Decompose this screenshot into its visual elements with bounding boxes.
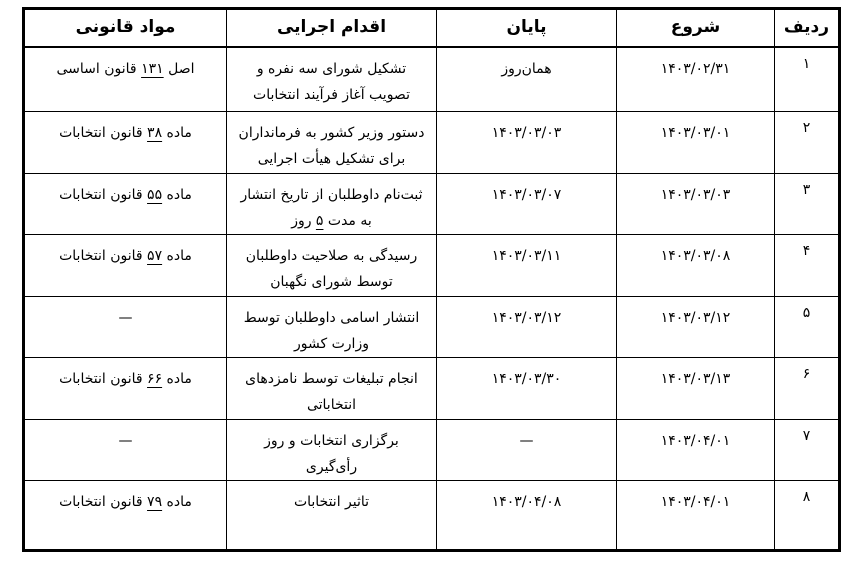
cell-legal-article-line: ماده ۵۵ قانون انتخابات [59, 187, 192, 203]
cell-start-date: ۱۴۰۳/۰۳/۰۱ [616, 111, 775, 174]
cell-row-number: ۱ [774, 46, 840, 112]
cell-start-date: ۱۴۰۳/۰۲/۳۱ [616, 46, 775, 112]
cell-executive-action-line: توسط شورای نگهبان [270, 274, 393, 290]
cell-row-number: ۵ [774, 296, 840, 358]
cell-legal-article: ماده ۶۶ قانون انتخابات [23, 357, 227, 420]
header-legal-articles: مواد قانونی [23, 8, 227, 48]
table-row: ۵ ۱۴۰۳/۰۳/۱۲ ۱۴۰۳/۰۳/۱۲ انتشار اسامی داوطلب… [23, 296, 840, 358]
cell-legal-article-line: ماده ۵۷ قانون انتخابات [59, 248, 192, 264]
cell-start-date: ۱۴۰۳/۰۳/۱۲ [616, 296, 775, 358]
cell-executive-action-line: برگزاری انتخابات و روز [264, 433, 399, 449]
cell-legal-article: ماده ۵۵ قانون انتخابات [23, 173, 227, 235]
cell-row-number: ۴ [774, 234, 840, 297]
cell-end-date: — [436, 419, 617, 481]
cell-start-date-line: ۱۴۰۳/۰۳/۰۸ [660, 248, 731, 264]
header-row-number: ردیف [774, 8, 840, 48]
cell-end-date: ۱۴۰۳/۰۳/۱۲ [436, 296, 617, 358]
cell-legal-article: ماده ۷۹ قانون انتخابات [23, 480, 227, 551]
header-end-date: پایان [436, 8, 617, 48]
cell-legal-article-line: ماده ۷۹ قانون انتخابات [59, 494, 192, 510]
cell-legal-article-line: — [118, 310, 133, 326]
cell-legal-article: — [23, 296, 227, 358]
cell-start-date: ۱۴۰۳/۰۳/۱۳ [616, 357, 775, 420]
cell-executive-action: تشکیل شورای سه نفره و تصویب آغاز فرآیند ا… [226, 46, 437, 112]
cell-executive-action-line: تشکیل شورای سه نفره و [256, 60, 407, 77]
table-row: ۱ ۱۴۰۳/۰۲/۳۱ همان‌روز تشکیل شورای سه نفره و… [23, 46, 840, 112]
cell-executive-action: رسیدگی به صلاحیت داوطلبان توسط شورای نگهب… [226, 234, 437, 297]
cell-executive-action-line: انتشار اسامی داوطلبان توسط [243, 310, 420, 326]
table-row: ۲ ۱۴۰۳/۰۳/۰۱ ۱۴۰۳/۰۳/۰۳ دستور وزیر کشور به … [23, 111, 840, 174]
cell-end-date-line: ۱۴۰۳/۰۳/۰۳ [491, 125, 562, 141]
cell-end-date-line: همان‌روز [501, 60, 552, 77]
table-row: ۶ ۱۴۰۳/۰۳/۱۳ ۱۴۰۳/۰۳/۳۰ انجام تبلیغات توسط … [23, 357, 840, 420]
cell-row-number: ۳ [774, 173, 840, 235]
cell-start-date-line: ۱۴۰۳/۰۳/۰۱ [660, 125, 731, 141]
cell-end-date: ۱۴۰۳/۰۳/۳۰ [436, 357, 617, 420]
cell-executive-action-line: رأی‌گیری [305, 459, 358, 475]
cell-end-date-line: ۱۴۰۳/۰۴/۰۸ [491, 494, 562, 510]
table-row: ۳ ۱۴۰۳/۰۳/۰۳ ۱۴۰۳/۰۳/۰۷ ثبت‌نام داوطلبان از… [23, 173, 840, 235]
election-schedule-table: ردیف شروع پایان اقدام اجرایی مواد قانونی… [22, 7, 841, 552]
cell-end-date: همان‌روز [436, 46, 617, 112]
header-row: ردیف شروع پایان اقدام اجرایی مواد قانونی [23, 8, 840, 48]
table-row: ۸ ۱۴۰۳/۰۴/۰۱ ۱۴۰۳/۰۴/۰۸ تاثیر انتخابات ماده … [23, 480, 840, 551]
cell-start-date: ۱۴۰۳/۰۴/۰۱ [616, 480, 775, 551]
header-executive-action: اقدام اجرایی [226, 8, 437, 48]
cell-end-date: ۱۴۰۳/۰۳/۰۷ [436, 173, 617, 235]
cell-executive-action: دستور وزیر کشور به فرمانداران برای تشکیل … [226, 111, 437, 174]
cell-end-date-line: ۱۴۰۳/۰۳/۳۰ [491, 371, 562, 387]
cell-executive-action-line: تاثیر انتخابات [293, 494, 370, 510]
table-row: ۴ ۱۴۰۳/۰۳/۰۸ ۱۴۰۳/۰۳/۱۱ رسیدگی به صلاحیت دا… [23, 234, 840, 297]
cell-executive-action: برگزاری انتخابات و روز رأی‌گیری [226, 419, 437, 481]
cell-start-date-line: ۱۴۰۳/۰۴/۰۱ [660, 494, 731, 510]
cell-end-date-line: ۱۴۰۳/۰۳/۱۲ [491, 310, 562, 326]
cell-executive-action-line: وزارت کشور [294, 336, 369, 352]
cell-end-date-line: ۱۴۰۳/۰۳/۱۱ [491, 248, 562, 264]
cell-end-date: ۱۴۰۳/۰۳/۱۱ [436, 234, 617, 297]
cell-executive-action: ثبت‌نام داوطلبان از تاریخ انتشار به مدت ۵… [226, 173, 437, 235]
cell-start-date: ۱۴۰۳/۰۳/۰۳ [616, 173, 775, 235]
cell-start-date-line: ۱۴۰۳/۰۴/۰۱ [660, 433, 731, 449]
header-start-date: شروع [616, 8, 775, 48]
cell-end-date-line: ۱۴۰۳/۰۳/۰۷ [491, 187, 562, 203]
cell-legal-article-line: اصل ۱۳۱ قانون اساسی [56, 60, 195, 77]
cell-start-date-line: ۱۴۰۳/۰۳/۰۳ [660, 187, 731, 203]
cell-executive-action-line: انتخاباتی [306, 397, 357, 413]
cell-start-date-line: ۱۴۰۳/۰۳/۱۳ [660, 371, 731, 387]
cell-start-date-line: ۱۴۰۳/۰۲/۳۱ [660, 60, 731, 77]
cell-legal-article-line: — [118, 433, 133, 449]
cell-executive-action: انجام تبلیغات توسط نامزدهای انتخاباتی [226, 357, 437, 420]
cell-legal-article: اصل ۱۳۱ قانون اساسی [23, 46, 227, 112]
cell-row-number: ۷ [774, 419, 840, 481]
cell-legal-article-line: ماده ۳۸ قانون انتخابات [59, 125, 192, 141]
cell-row-number: ۲ [774, 111, 840, 174]
cell-executive-action-line: ثبت‌نام داوطلبان از تاریخ انتشار [240, 187, 423, 203]
cell-executive-action: تاثیر انتخابات [226, 480, 437, 551]
cell-row-number: ۶ [774, 357, 840, 420]
cell-executive-action-line: برای تشکیل هیأت اجرایی [257, 151, 406, 167]
cell-legal-article: — [23, 419, 227, 481]
cell-executive-action-line: تصویب آغاز فرآیند انتخابات [253, 86, 410, 103]
cell-executive-action-line: رسیدگی به صلاحیت داوطلبان [245, 248, 418, 264]
cell-start-date: ۱۴۰۳/۰۴/۰۱ [616, 419, 775, 481]
cell-executive-action: انتشار اسامی داوطلبان توسط وزارت کشور [226, 296, 437, 358]
cell-executive-action-line: دستور وزیر کشور به فرمانداران [238, 125, 425, 141]
cell-legal-article-line: ماده ۶۶ قانون انتخابات [59, 371, 192, 387]
cell-executive-action-line: انجام تبلیغات توسط نامزدهای [245, 371, 418, 387]
cell-end-date: ۱۴۰۳/۰۳/۰۳ [436, 111, 617, 174]
cell-executive-action-line: به مدت ۵ روز [291, 213, 372, 229]
cell-legal-article: ماده ۳۸ قانون انتخابات [23, 111, 227, 174]
cell-start-date: ۱۴۰۳/۰۳/۰۸ [616, 234, 775, 297]
cell-end-date: ۱۴۰۳/۰۴/۰۸ [436, 480, 617, 551]
cell-start-date-line: ۱۴۰۳/۰۳/۱۲ [660, 310, 731, 326]
cell-end-date-line: — [519, 433, 534, 449]
table-row: ۷ ۱۴۰۳/۰۴/۰۱ — برگزاری انتخابات و روز رأی‌گی… [23, 419, 840, 481]
cell-legal-article: ماده ۵۷ قانون انتخابات [23, 234, 227, 297]
cell-row-number: ۸ [774, 480, 840, 551]
